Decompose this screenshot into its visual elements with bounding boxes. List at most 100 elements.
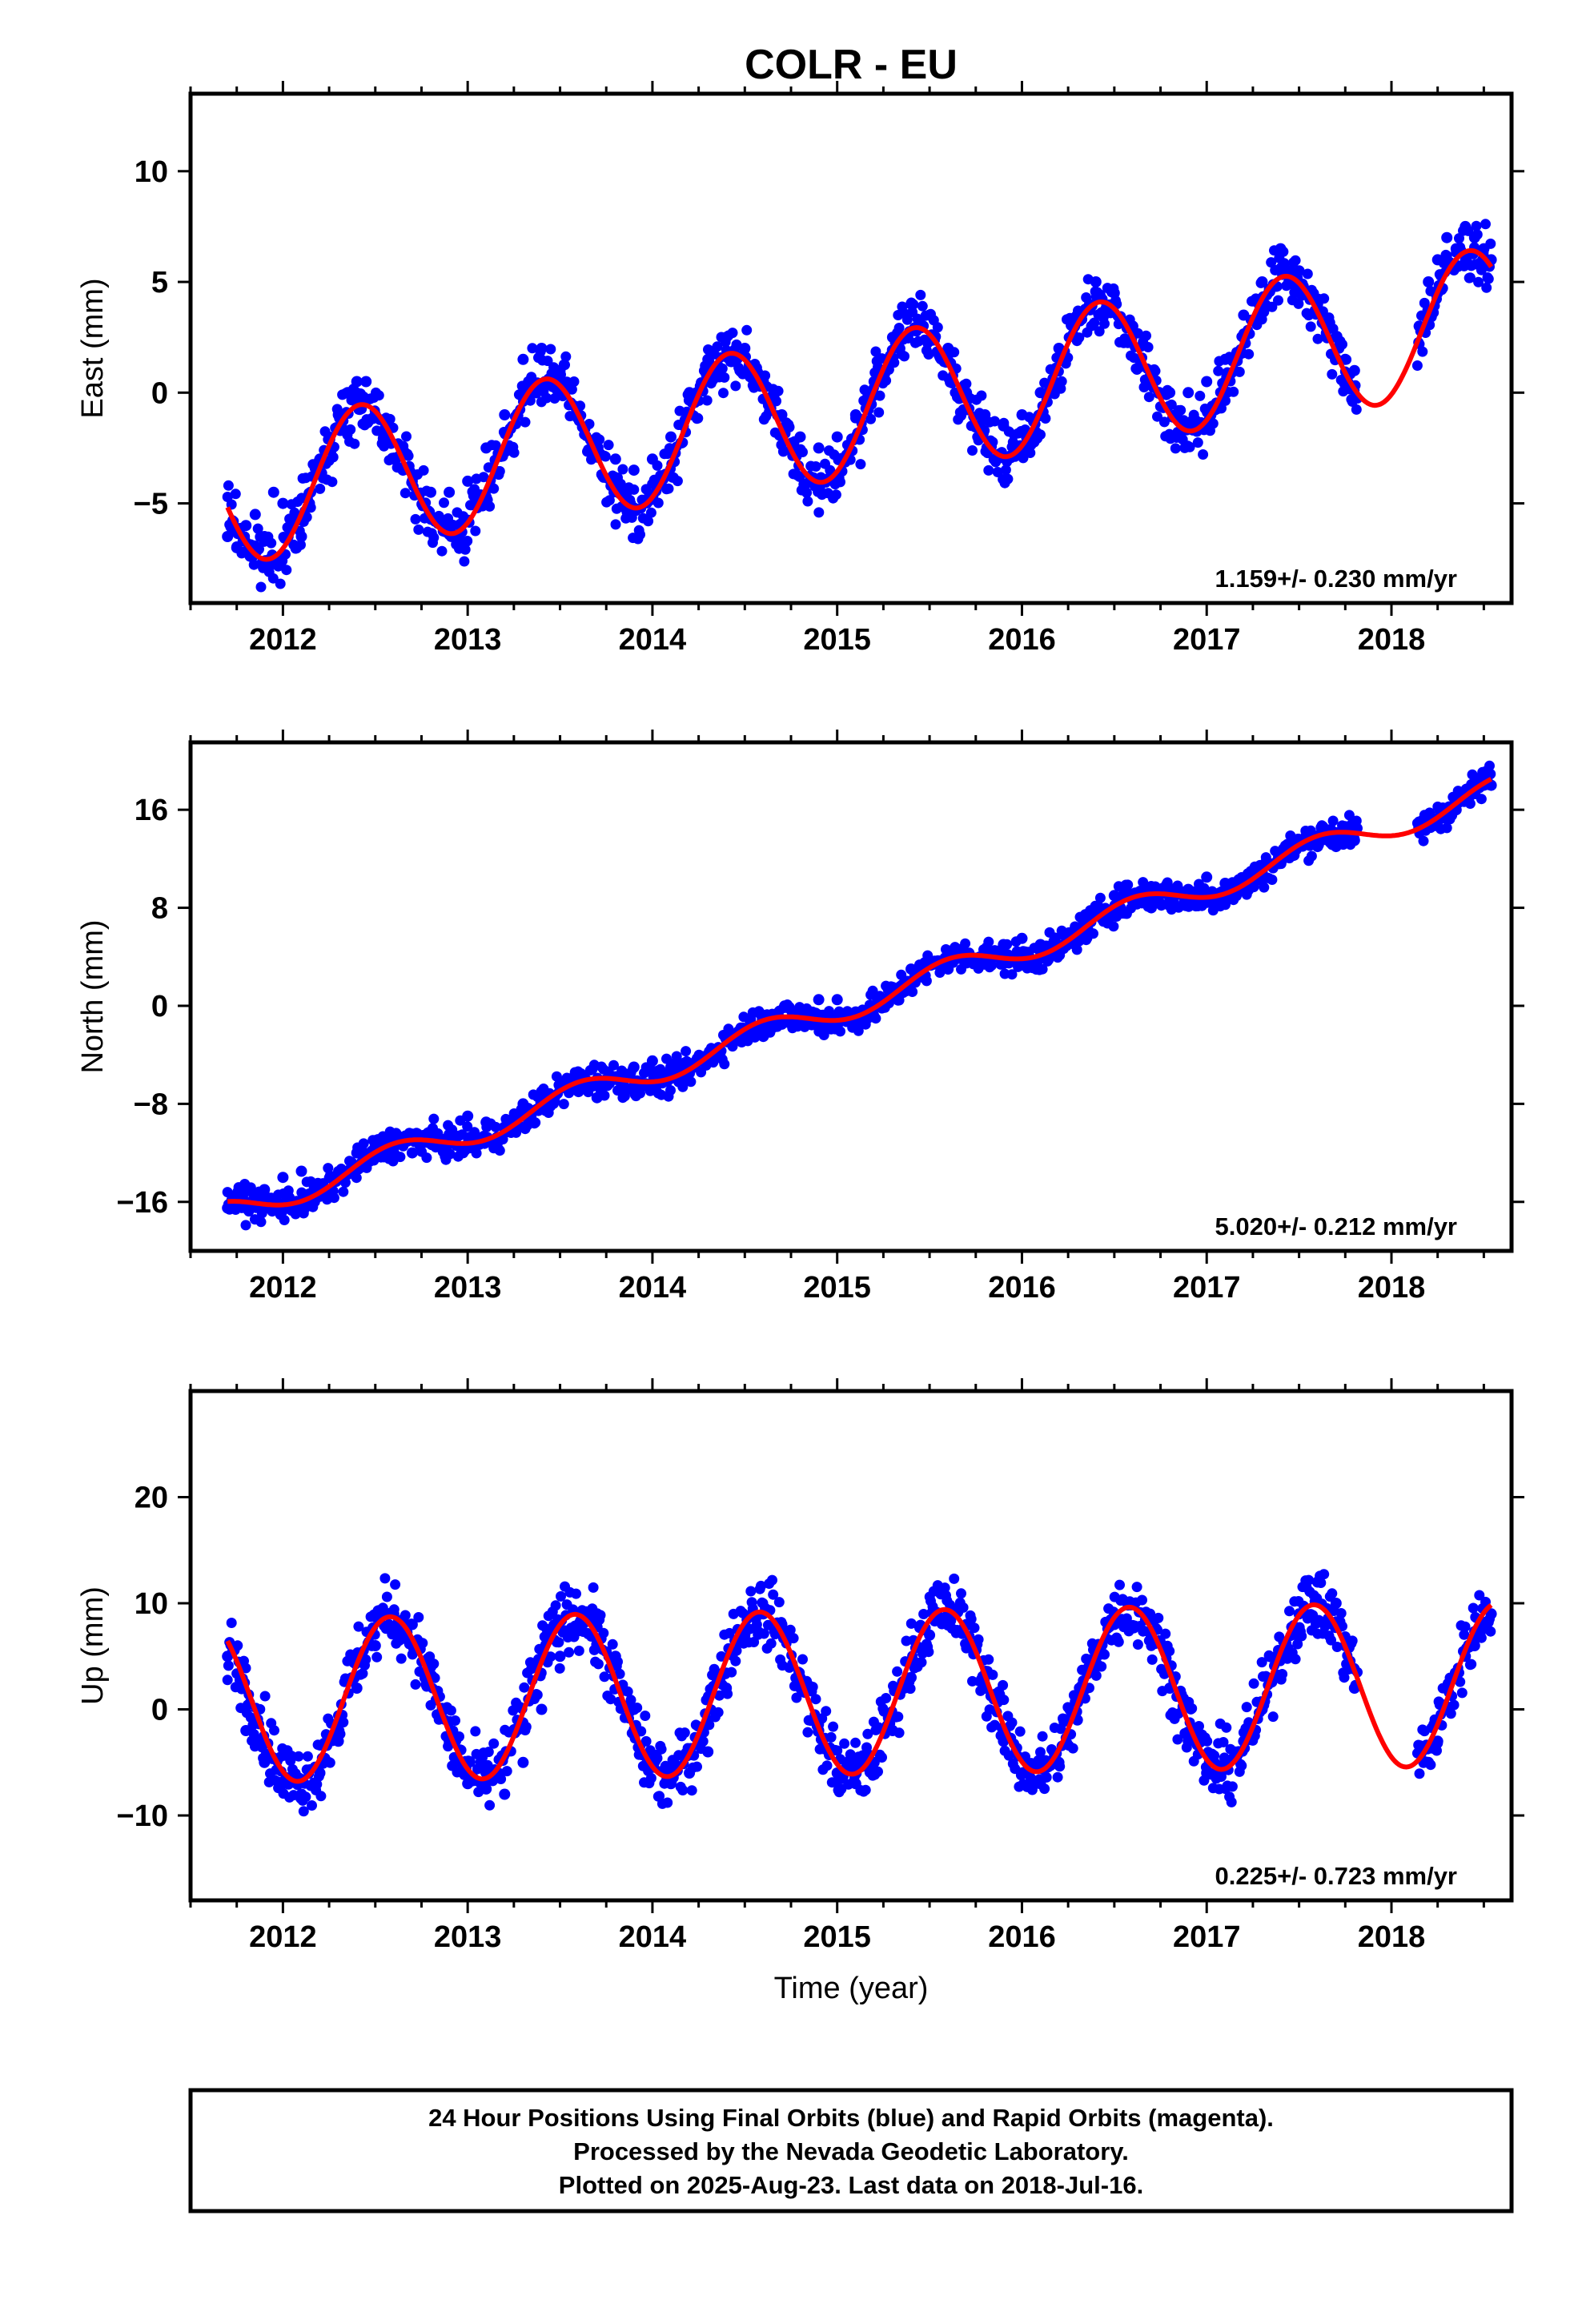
scatter-point	[488, 1738, 500, 1749]
scatter-point	[692, 1761, 702, 1772]
caption-box: 24 Hour Positions Using Final Orbits (bl…	[188, 2088, 1514, 2213]
scatter-point	[410, 1679, 421, 1690]
scatter-point	[1088, 928, 1098, 939]
data-point	[1330, 841, 1342, 853]
scatter-point	[454, 1731, 464, 1742]
scatter-point	[573, 1645, 584, 1656]
scatter-point	[889, 357, 900, 368]
scatter-point	[636, 1726, 647, 1737]
x-tick-label: 2014	[619, 1271, 687, 1305]
scatter-point	[784, 421, 795, 432]
scatter-point	[773, 385, 784, 396]
data-point	[1238, 309, 1250, 321]
data-point	[240, 520, 252, 532]
scatter-point	[745, 1586, 757, 1597]
data-point	[998, 420, 1010, 432]
scatter-point	[741, 324, 753, 336]
data-point	[702, 353, 714, 365]
x-tick-label: 2017	[1173, 1271, 1241, 1305]
data-point	[1275, 243, 1287, 255]
scatter-point	[1056, 376, 1067, 387]
scatter-point	[1293, 298, 1304, 309]
scatter-point	[893, 1711, 904, 1723]
data-point	[794, 1006, 806, 1018]
data-point	[379, 431, 391, 443]
data-point	[1256, 276, 1268, 287]
scatter-point	[663, 483, 674, 494]
scatter-point	[301, 512, 312, 523]
scatter-point	[421, 1152, 432, 1164]
scatter-point	[315, 483, 326, 494]
data-point	[1423, 810, 1435, 822]
scatter-point	[1067, 1743, 1078, 1754]
scatter-point	[1228, 386, 1239, 397]
scatter-point	[1170, 443, 1181, 454]
scatter-point	[1025, 448, 1036, 458]
scatter-point	[494, 466, 505, 476]
scatter-point	[444, 1148, 456, 1160]
scatter-point	[897, 301, 908, 312]
scatter-point	[527, 343, 538, 354]
data-point	[1182, 387, 1195, 399]
scatter-point	[1146, 1654, 1158, 1665]
data-point	[905, 298, 917, 310]
data-point	[849, 1778, 861, 1790]
scatter-point	[713, 1707, 724, 1718]
scatter-point	[1319, 1569, 1330, 1580]
scatter-point	[223, 480, 234, 491]
scatter-point	[1218, 1737, 1229, 1747]
scatter-point	[592, 1659, 604, 1670]
scatter-point	[541, 392, 552, 404]
scatter-point	[756, 1580, 766, 1591]
data-point	[517, 1098, 529, 1110]
scatter-point	[1476, 794, 1487, 805]
scatter-point	[396, 1653, 407, 1664]
data-point	[277, 1778, 289, 1790]
scatter-point	[625, 1695, 636, 1706]
scatter-point	[594, 434, 605, 445]
data-point	[609, 453, 621, 465]
scatter-point	[835, 476, 845, 488]
scatter-point	[558, 1099, 569, 1110]
scatter-point	[643, 516, 654, 527]
data-point	[702, 1746, 714, 1758]
scatter-point	[730, 380, 741, 392]
scatter-point	[551, 1071, 562, 1082]
y-tick-label: −10	[117, 1799, 168, 1833]
scatter-point	[1303, 1574, 1315, 1586]
scatter-point	[686, 1785, 697, 1796]
scatter-point	[1194, 1721, 1204, 1731]
data-point	[628, 1061, 640, 1073]
scatter-point	[328, 1192, 339, 1204]
caption-line-2: Processed by the Nevada Geodetic Laborat…	[573, 2137, 1129, 2165]
caption-line-1: 24 Hour Positions Using Final Orbits (bl…	[428, 2104, 1274, 2132]
data-point	[332, 1735, 344, 1747]
data-point	[1016, 1767, 1028, 1779]
data-point	[1108, 890, 1120, 902]
scatter-point	[771, 396, 781, 407]
data-point	[1311, 841, 1323, 853]
scatter-point	[360, 1654, 371, 1665]
scatter-point	[797, 1654, 808, 1665]
scatter-point	[901, 314, 913, 325]
scatter-point	[1142, 342, 1154, 352]
data-point	[1034, 387, 1046, 399]
scatter-point	[1471, 220, 1482, 231]
scatter-point	[445, 1705, 456, 1716]
data-point	[609, 1651, 621, 1663]
data-point	[849, 409, 861, 420]
plot-area	[222, 760, 1497, 1231]
scatter-point	[1143, 392, 1154, 403]
scatter-point	[1220, 395, 1231, 406]
scatter-point	[1473, 276, 1484, 287]
scatter-point	[1226, 1796, 1237, 1807]
scatter-point	[560, 351, 572, 362]
scatter-point	[665, 1085, 676, 1096]
scatter-point	[645, 507, 656, 518]
scatter-point	[958, 1602, 969, 1613]
data-point	[1201, 376, 1213, 388]
y-tick-label: 0	[151, 376, 168, 410]
scatter-point	[255, 1216, 267, 1228]
scatter-point	[607, 1638, 618, 1650]
scatter-point	[881, 375, 892, 386]
